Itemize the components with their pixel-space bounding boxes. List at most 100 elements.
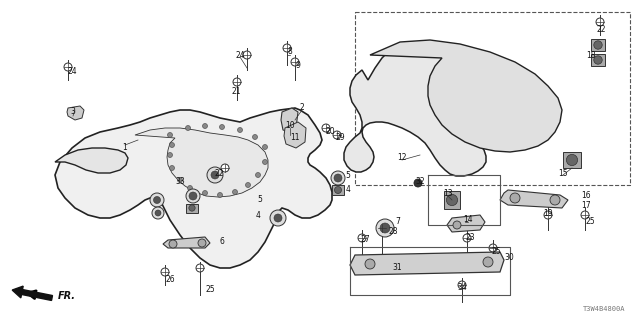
Circle shape — [262, 159, 268, 164]
Text: 29: 29 — [335, 133, 345, 142]
Circle shape — [581, 211, 589, 219]
Circle shape — [211, 171, 219, 179]
Circle shape — [333, 131, 341, 139]
Circle shape — [154, 196, 161, 204]
Circle shape — [453, 221, 461, 229]
Text: 30: 30 — [504, 252, 514, 261]
Text: 24: 24 — [235, 51, 245, 60]
Bar — [591, 39, 605, 51]
Circle shape — [510, 193, 520, 203]
Text: 9: 9 — [296, 60, 300, 69]
Circle shape — [463, 234, 471, 242]
Circle shape — [186, 189, 200, 203]
Circle shape — [447, 194, 458, 205]
Text: 4: 4 — [346, 186, 351, 195]
Text: 7: 7 — [396, 218, 401, 227]
Text: 13: 13 — [443, 188, 453, 197]
Text: 33: 33 — [175, 178, 185, 187]
Circle shape — [243, 51, 251, 59]
Circle shape — [291, 58, 299, 66]
Circle shape — [489, 244, 497, 252]
Circle shape — [233, 78, 241, 86]
Polygon shape — [281, 108, 298, 132]
Text: 5: 5 — [257, 196, 262, 204]
Circle shape — [152, 207, 164, 219]
Polygon shape — [350, 252, 504, 275]
Text: 22: 22 — [596, 26, 605, 35]
Circle shape — [331, 171, 345, 185]
Circle shape — [458, 281, 466, 289]
Text: 16: 16 — [581, 191, 591, 201]
Text: 27: 27 — [360, 236, 370, 244]
Circle shape — [170, 165, 175, 171]
Circle shape — [550, 195, 560, 205]
Circle shape — [414, 179, 422, 187]
Text: 32: 32 — [415, 178, 425, 187]
Text: 10: 10 — [285, 121, 295, 130]
Circle shape — [232, 189, 237, 195]
Text: 1: 1 — [123, 143, 127, 153]
Circle shape — [566, 155, 578, 166]
FancyArrow shape — [12, 286, 52, 300]
Text: 23: 23 — [465, 233, 475, 242]
Circle shape — [189, 205, 195, 211]
Circle shape — [221, 164, 229, 172]
Circle shape — [161, 268, 169, 276]
Circle shape — [380, 223, 390, 233]
Circle shape — [246, 182, 250, 188]
Polygon shape — [284, 122, 306, 148]
Circle shape — [170, 142, 175, 148]
Circle shape — [207, 167, 223, 183]
Text: 25: 25 — [585, 218, 595, 227]
Text: 14: 14 — [463, 214, 473, 223]
Text: 17: 17 — [581, 202, 591, 211]
Polygon shape — [55, 108, 332, 268]
Circle shape — [198, 239, 206, 247]
Circle shape — [365, 259, 375, 269]
Polygon shape — [67, 106, 84, 120]
Circle shape — [150, 193, 164, 207]
Text: 28: 28 — [388, 228, 397, 236]
Text: 26: 26 — [165, 276, 175, 284]
Text: 20: 20 — [325, 126, 335, 135]
Circle shape — [358, 234, 366, 242]
Circle shape — [283, 44, 291, 52]
Polygon shape — [447, 215, 485, 232]
Circle shape — [220, 124, 225, 130]
Circle shape — [64, 63, 72, 71]
Circle shape — [202, 124, 207, 129]
Text: FR.: FR. — [58, 291, 76, 301]
Bar — [563, 152, 581, 168]
Circle shape — [596, 18, 604, 26]
Polygon shape — [500, 190, 568, 208]
Polygon shape — [163, 237, 210, 248]
Circle shape — [202, 190, 207, 196]
Text: 21: 21 — [231, 87, 241, 97]
Circle shape — [218, 193, 223, 197]
Text: 6: 6 — [220, 236, 225, 245]
Polygon shape — [344, 42, 490, 176]
Text: 5: 5 — [346, 171, 351, 180]
Circle shape — [594, 41, 602, 49]
Text: 22: 22 — [214, 169, 224, 178]
Circle shape — [168, 153, 173, 157]
Circle shape — [322, 124, 330, 132]
Text: 8: 8 — [287, 47, 292, 57]
Bar — [591, 54, 605, 66]
Text: 3: 3 — [70, 108, 76, 116]
Text: 15: 15 — [558, 169, 568, 178]
Circle shape — [169, 240, 177, 248]
Bar — [186, 204, 198, 212]
Circle shape — [255, 172, 260, 178]
Circle shape — [262, 145, 268, 149]
Circle shape — [274, 214, 282, 222]
Circle shape — [544, 211, 552, 219]
Polygon shape — [135, 128, 268, 197]
Text: 18: 18 — [586, 51, 596, 60]
Circle shape — [594, 56, 602, 64]
Circle shape — [334, 174, 342, 182]
Circle shape — [237, 127, 243, 132]
Text: 12: 12 — [397, 154, 407, 163]
Circle shape — [188, 186, 193, 190]
Circle shape — [155, 210, 161, 216]
